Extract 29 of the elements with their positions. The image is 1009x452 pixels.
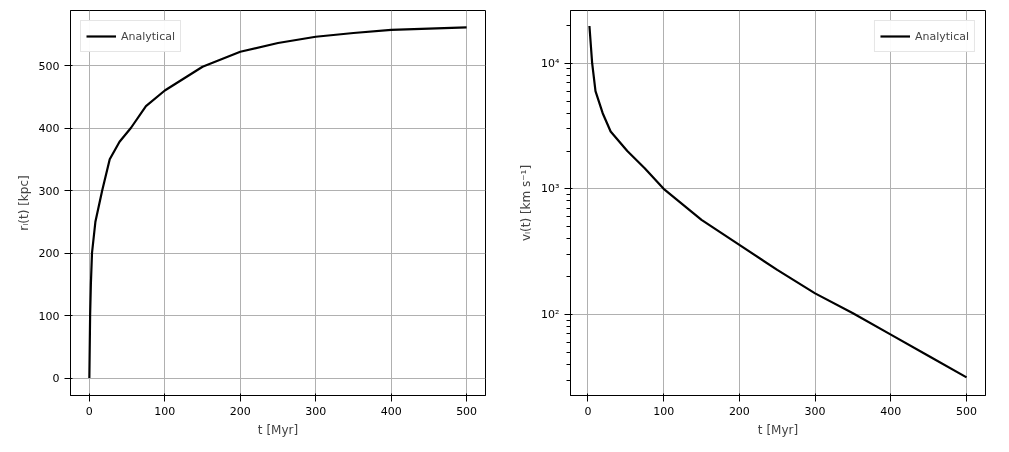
- x-tick-label: 200: [229, 404, 251, 418]
- x-axis-title: t [Myr]: [257, 422, 299, 437]
- y-tick-label: 0: [52, 372, 60, 385]
- x-tick-label: 300: [804, 404, 826, 418]
- y-tick-label: 300: [38, 184, 60, 198]
- line-series: [88, 26, 468, 380]
- x-tick-label: 200: [728, 404, 750, 418]
- legend-label: Analytical: [914, 29, 969, 43]
- y-axis-title: rₗ(t) [kpc]: [16, 175, 31, 231]
- y-tick-label: 200: [38, 247, 60, 260]
- x-tick-label: 500: [456, 404, 478, 418]
- x-tick-label: 400: [880, 404, 902, 418]
- y-tick-label: 10³: [541, 182, 560, 196]
- x-tick-label: 100: [653, 404, 675, 418]
- x-tick-label: 400: [380, 404, 402, 418]
- y-tick-label: 100: [38, 309, 60, 323]
- x-tick-label: 100: [154, 404, 176, 418]
- x-tick-label: 500: [956, 404, 978, 418]
- y-tick-label: 500: [38, 59, 60, 73]
- line-series: [588, 24, 968, 379]
- x-tick-label: 300: [305, 404, 327, 418]
- x-tick-label: 0: [584, 404, 592, 418]
- y-tick-label: 10⁴: [541, 56, 561, 70]
- y-axis-title: vₗ(t) [km s⁻¹]: [519, 164, 534, 242]
- x-axis-title: t [Myr]: [757, 422, 799, 437]
- legend-label: Analytical: [121, 29, 176, 43]
- y-tick-label: 10²: [541, 307, 560, 321]
- y-tick-label: 400: [38, 122, 60, 135]
- x-tick-label: 0: [85, 404, 93, 418]
